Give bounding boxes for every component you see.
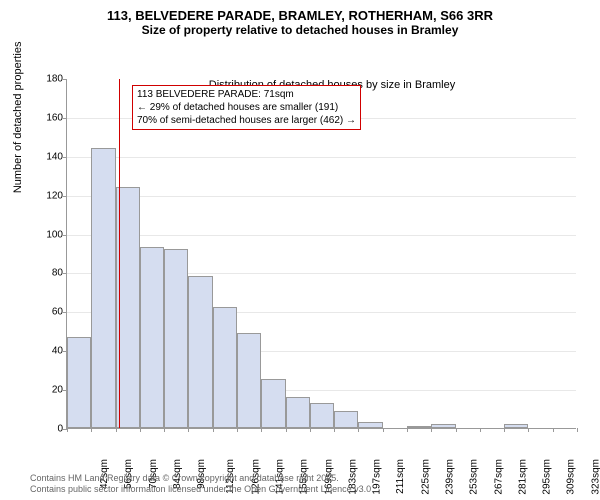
plot-area: 02040608010012014016018042sqm56sqm70sqm8… (66, 79, 576, 429)
gridline (67, 196, 576, 197)
y-tick-mark (63, 196, 67, 197)
x-tick-label: 295sqm (542, 459, 553, 495)
x-tick-label: 281sqm (517, 459, 528, 495)
x-tick-mark (480, 428, 481, 432)
y-tick-label: 100 (39, 229, 63, 240)
x-tick-mark (456, 428, 457, 432)
histogram-bar (407, 426, 431, 428)
histogram-bar (286, 397, 310, 428)
y-tick-label: 180 (39, 74, 63, 85)
callout-box: 113 BELVEDERE PARADE: 71sqm ← 29% of det… (132, 85, 361, 130)
x-tick-label: 309sqm (566, 459, 577, 495)
x-tick-mark (237, 428, 238, 432)
x-tick-label: 253sqm (469, 459, 480, 495)
footer: Contains HM Land Registry data © Crown c… (30, 473, 374, 496)
x-tick-mark (91, 428, 92, 432)
x-tick-mark (188, 428, 189, 432)
gridline (67, 235, 576, 236)
x-tick-mark (553, 428, 554, 432)
x-tick-mark (67, 428, 68, 432)
x-tick-mark (577, 428, 578, 432)
x-tick-label: 323sqm (590, 459, 600, 495)
x-tick-mark (431, 428, 432, 432)
y-tick-label: 140 (39, 151, 63, 162)
x-tick-mark (213, 428, 214, 432)
y-tick-label: 80 (39, 268, 63, 279)
callout-line2: ← 29% of detached houses are smaller (19… (137, 101, 356, 114)
histogram-bar (504, 424, 528, 428)
x-tick-mark (116, 428, 117, 432)
histogram-bar (67, 337, 91, 428)
y-tick-label: 20 (39, 385, 63, 396)
y-tick-mark (63, 235, 67, 236)
x-tick-mark (407, 428, 408, 432)
y-tick-label: 160 (39, 112, 63, 123)
x-tick-mark (261, 428, 262, 432)
chart-area: Number of detached properties 0204060801… (38, 79, 598, 459)
y-tick-mark (63, 79, 67, 80)
footer-line2: Contains public sector information licen… (30, 484, 374, 496)
x-tick-mark (334, 428, 335, 432)
x-tick-mark (504, 428, 505, 432)
callout-line3: 70% of semi-detached houses are larger (… (137, 114, 356, 127)
histogram-bar (358, 422, 382, 428)
x-tick-label: 211sqm (395, 459, 406, 494)
histogram-bar (188, 276, 212, 428)
x-tick-label: 267sqm (493, 459, 504, 495)
page-title: 113, BELVEDERE PARADE, BRAMLEY, ROTHERHA… (6, 8, 594, 23)
y-tick-label: 0 (39, 424, 63, 435)
y-tick-mark (63, 312, 67, 313)
histogram-bar (213, 307, 237, 428)
x-tick-mark (528, 428, 529, 432)
histogram-bar (261, 379, 285, 428)
gridline (67, 157, 576, 158)
y-tick-label: 120 (39, 190, 63, 201)
histogram-bar (91, 148, 115, 428)
y-tick-mark (63, 273, 67, 274)
x-tick-mark (140, 428, 141, 432)
histogram-bar (237, 333, 261, 428)
histogram-bar (334, 411, 358, 429)
footer-line1: Contains HM Land Registry data © Crown c… (30, 473, 374, 485)
y-axis-label: Number of detached properties (12, 42, 24, 194)
y-tick-mark (63, 118, 67, 119)
y-tick-label: 40 (39, 346, 63, 357)
property-marker-line (119, 79, 120, 428)
x-tick-label: 239sqm (445, 459, 456, 495)
x-tick-mark (310, 428, 311, 432)
histogram-bar (431, 424, 455, 428)
x-tick-mark (383, 428, 384, 432)
x-tick-mark (358, 428, 359, 432)
histogram-bar (310, 403, 334, 428)
x-tick-label: 225sqm (420, 459, 431, 495)
y-tick-mark (63, 157, 67, 158)
y-tick-label: 60 (39, 307, 63, 318)
callout-line1: 113 BELVEDERE PARADE: 71sqm (137, 88, 356, 101)
page-subtitle: Size of property relative to detached ho… (6, 23, 594, 37)
x-tick-mark (286, 428, 287, 432)
histogram-bar (140, 247, 164, 428)
x-tick-mark (164, 428, 165, 432)
histogram-bar (164, 249, 188, 428)
